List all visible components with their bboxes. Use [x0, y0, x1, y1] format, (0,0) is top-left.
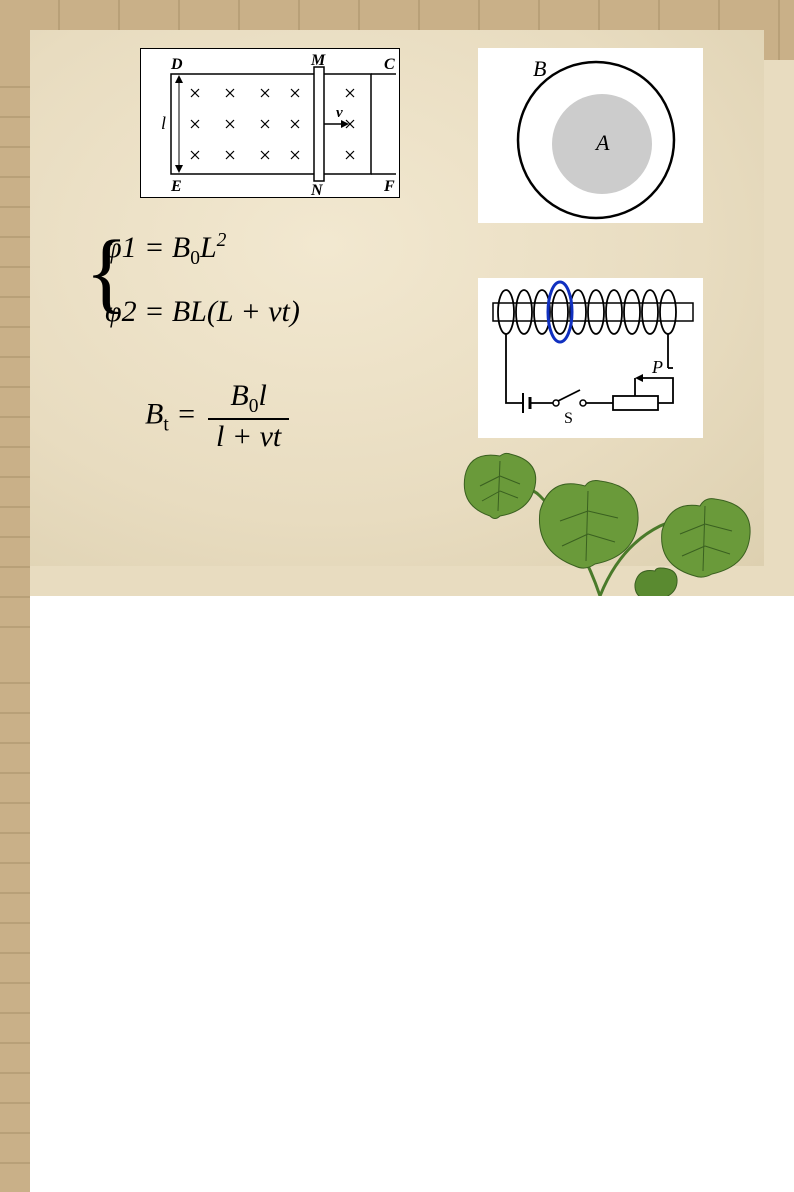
rail-diagram: D M C E N F l v: [140, 48, 400, 198]
label-N: N: [310, 182, 324, 199]
label-S: S: [564, 410, 573, 427]
label-A: A: [594, 130, 610, 155]
rail-svg: D M C E N F l v: [141, 49, 401, 199]
eq-sign-1: =: [137, 231, 172, 264]
brick-border-left: [0, 60, 30, 656]
equation-phi2: φ2 = BL(L + vt): [105, 295, 300, 329]
circle-diagram: B A: [478, 48, 703, 223]
eq-sign-3: =: [169, 397, 204, 430]
equation-phi1: φ1 = B0L2: [105, 230, 300, 270]
phi1-L: L: [200, 231, 217, 264]
Bt-B: B: [145, 397, 163, 430]
equations-block: { φ1 = B0L2 φ2 = BL(L + vt) Bt = B0ll + …: [105, 220, 300, 464]
label-D: D: [170, 56, 183, 73]
label-P: P: [651, 357, 663, 377]
label-C: C: [384, 56, 395, 73]
brick-border-right: [0, 656, 30, 1192]
brace-icon: {: [85, 228, 128, 318]
circle-svg: B A: [478, 48, 703, 223]
label-F: F: [383, 178, 395, 195]
label-M: M: [310, 52, 326, 69]
phi1-B: B: [172, 231, 190, 264]
circuit-diagram: P S: [478, 278, 703, 438]
brick-border-top: [0, 0, 794, 30]
label-E: E: [170, 178, 182, 195]
frac-num: B0l: [208, 379, 289, 420]
phi1-sup2: 2: [217, 230, 227, 251]
equation-Bt: Bt = B0ll + vt: [145, 379, 300, 454]
label-l: l: [161, 113, 166, 133]
fraction: B0ll + vt: [208, 379, 289, 454]
frac-den: l + vt: [208, 420, 289, 454]
phi1-sub0: 0: [190, 248, 200, 269]
label-B: B: [533, 56, 546, 81]
eq-sign-2: =: [137, 295, 172, 328]
label-v: v: [336, 105, 343, 121]
circuit-svg: P S: [478, 278, 703, 438]
phi2-rhs: BL(L + vt): [172, 295, 300, 328]
